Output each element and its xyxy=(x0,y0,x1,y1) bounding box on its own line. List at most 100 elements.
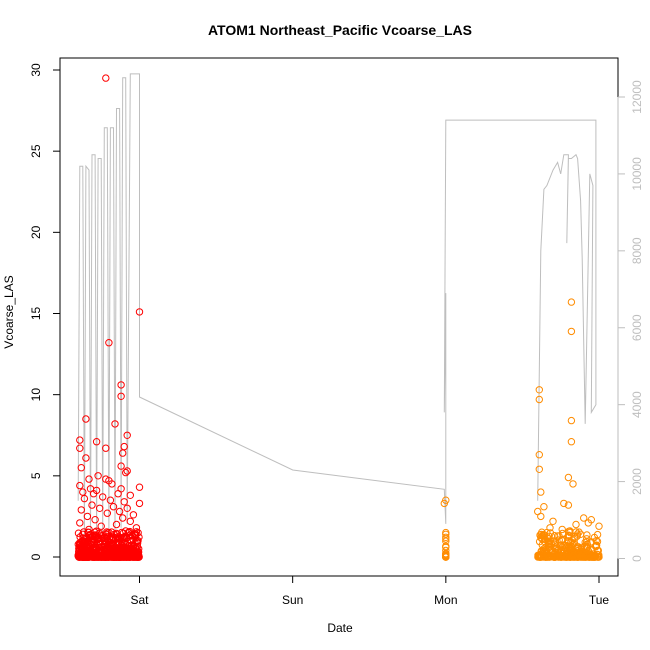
data-point xyxy=(544,541,553,549)
plot-frame xyxy=(59,57,619,577)
data-point xyxy=(96,504,104,512)
data-point xyxy=(82,537,90,546)
baseline-point xyxy=(90,535,98,544)
y-tick-label: 0 xyxy=(29,553,43,560)
y-tick-label: 25 xyxy=(29,144,43,158)
data-point xyxy=(564,501,573,509)
x-tick-label: Mon xyxy=(434,593,457,607)
data-point xyxy=(88,501,96,509)
data-point xyxy=(123,467,131,475)
data-point xyxy=(76,519,84,527)
data-point xyxy=(117,381,125,389)
data-point xyxy=(120,533,128,541)
data-point xyxy=(77,506,86,514)
baseline-point xyxy=(550,532,559,540)
baseline-point xyxy=(560,553,568,561)
data-point xyxy=(442,530,450,538)
data-point xyxy=(106,496,115,504)
y-tick-label: 20 xyxy=(29,225,43,239)
data-point xyxy=(135,499,144,508)
data-point xyxy=(553,532,562,540)
y2-tick-label: 4000 xyxy=(630,391,644,418)
data-point xyxy=(76,546,84,555)
baseline-point xyxy=(118,528,126,537)
data-point xyxy=(112,529,121,538)
data-point xyxy=(535,395,543,404)
data-point xyxy=(129,511,138,519)
data-point xyxy=(97,522,105,530)
data-point xyxy=(129,536,138,544)
data-point xyxy=(537,533,545,542)
y2-tick-label: 10000 xyxy=(630,157,644,191)
data-point xyxy=(126,553,135,561)
data-point xyxy=(535,451,543,459)
data-point xyxy=(440,499,448,508)
baseline-point xyxy=(133,551,141,559)
data-point xyxy=(590,533,599,542)
data-point xyxy=(575,546,583,554)
x-tick-label: Sat xyxy=(130,593,149,607)
data-point xyxy=(108,480,116,488)
data-point xyxy=(535,465,543,473)
y-tick-label: 30 xyxy=(29,63,43,77)
data-point xyxy=(543,528,551,537)
data-point xyxy=(77,542,86,551)
data-point xyxy=(82,454,90,462)
data-point xyxy=(549,517,557,525)
data-point xyxy=(580,514,588,522)
data-point xyxy=(576,530,585,538)
series-line xyxy=(77,73,597,540)
data-point xyxy=(115,507,124,516)
data-point xyxy=(83,512,92,521)
y2-tick-label: 0 xyxy=(630,555,644,562)
data-point xyxy=(135,483,144,491)
x-tick-label: Sun xyxy=(282,593,303,607)
data-point xyxy=(92,546,101,554)
data-point xyxy=(105,339,113,347)
data-point xyxy=(584,519,592,527)
data-point xyxy=(126,517,135,525)
data-point xyxy=(540,551,548,560)
data-point xyxy=(88,550,96,559)
x-axis-label: Date xyxy=(327,621,353,635)
data-point xyxy=(79,530,87,538)
y-tick-label: 5 xyxy=(29,472,43,479)
data-point xyxy=(111,549,119,557)
data-point xyxy=(119,449,127,457)
y-tick-label: 10 xyxy=(29,388,43,402)
data-point xyxy=(85,475,93,483)
baseline-point xyxy=(561,551,569,559)
data-point xyxy=(563,547,571,555)
data-point xyxy=(132,528,141,536)
data-point xyxy=(109,503,118,511)
data-point xyxy=(76,436,84,444)
data-point xyxy=(134,537,142,545)
data-point xyxy=(117,392,125,400)
data-point xyxy=(555,536,563,544)
data-point xyxy=(132,524,141,532)
data-point xyxy=(91,516,99,524)
data-point xyxy=(583,537,591,546)
data-point xyxy=(135,308,144,316)
y-tick-label: 15 xyxy=(29,307,43,321)
baseline-point xyxy=(585,553,593,561)
data-point xyxy=(120,498,128,506)
data-point xyxy=(117,462,125,470)
y2-tick-label: 6000 xyxy=(630,314,644,341)
data-point xyxy=(105,528,113,537)
baseline-point xyxy=(113,553,121,561)
y2-tick-label: 12000 xyxy=(630,80,644,114)
data-point xyxy=(123,431,131,439)
plot-area xyxy=(74,73,603,561)
data-point xyxy=(126,491,135,499)
data-point xyxy=(102,553,110,561)
data-point xyxy=(94,533,102,542)
x-tick-label: Tue xyxy=(589,593,610,607)
data-point xyxy=(76,481,84,490)
chart-marks: 0 5 10 15 20 25 30 0 2000 4000 6000 8000 10000 12000 S… xyxy=(29,63,644,607)
baseline-point xyxy=(583,531,591,539)
data-point xyxy=(550,544,559,552)
y2-tick-label: 2000 xyxy=(630,468,644,495)
baseline-point xyxy=(551,553,559,561)
data-point xyxy=(535,553,543,561)
